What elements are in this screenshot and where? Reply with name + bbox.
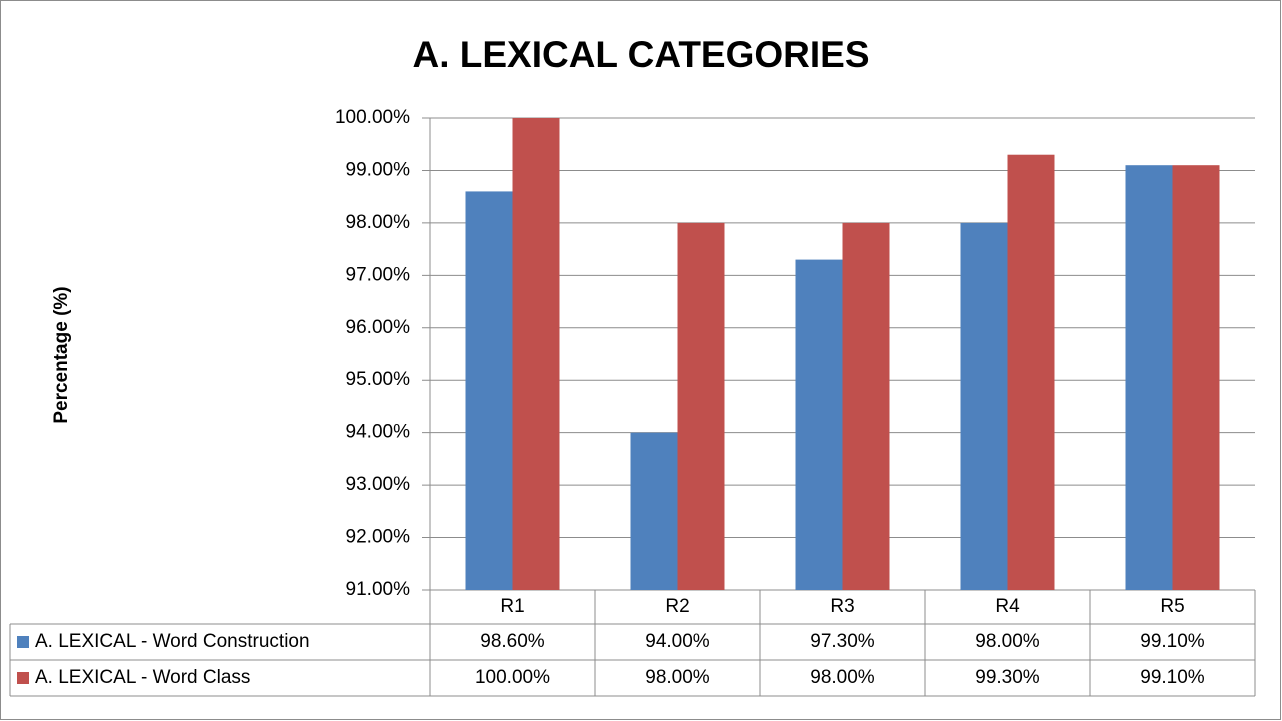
x-tick-label: R3 xyxy=(830,596,854,617)
table-value: 98.00% xyxy=(645,667,710,688)
bar xyxy=(1125,165,1173,590)
bar xyxy=(1172,165,1220,590)
table-value: 100.00% xyxy=(475,667,550,688)
y-tick-label: 91.00% xyxy=(346,579,411,600)
bar xyxy=(842,222,890,590)
table-value: 94.00% xyxy=(645,631,710,652)
y-tick-label: 99.00% xyxy=(346,159,411,180)
y-tick-label: 98.00% xyxy=(346,212,411,233)
legend-key xyxy=(17,636,29,648)
y-tick-label: 96.00% xyxy=(346,317,411,338)
legend-label: A. LEXICAL - Word Class xyxy=(35,667,250,688)
legend-key xyxy=(17,672,29,684)
chart-title: A. LEXICAL CATEGORIES xyxy=(412,34,869,75)
table-value: 97.30% xyxy=(810,631,875,652)
bar xyxy=(512,118,560,590)
x-tick-label: R2 xyxy=(665,596,689,617)
table-value: 99.30% xyxy=(975,667,1040,688)
y-tick-label: 93.00% xyxy=(346,474,411,495)
table-value: 98.00% xyxy=(975,631,1040,652)
bar xyxy=(465,191,513,590)
bar xyxy=(630,432,678,590)
bar xyxy=(1007,154,1055,590)
bar xyxy=(677,222,725,590)
x-tick-label: R4 xyxy=(995,596,1020,617)
table-value: 98.60% xyxy=(480,631,545,652)
table-value: 99.10% xyxy=(1140,667,1205,688)
y-tick-label: 100.00% xyxy=(335,107,410,128)
y-tick-label: 92.00% xyxy=(346,527,411,548)
x-tick-label: R1 xyxy=(500,596,524,617)
y-tick-label: 95.00% xyxy=(346,369,411,390)
y-axis-label: Percentage (%) xyxy=(51,286,72,423)
table-value: 99.10% xyxy=(1140,631,1205,652)
x-tick-label: R5 xyxy=(1160,596,1184,617)
bar xyxy=(960,222,1008,590)
y-tick-label: 97.00% xyxy=(346,264,411,285)
bar xyxy=(795,259,843,590)
y-tick-label: 94.00% xyxy=(346,422,411,443)
legend-label: A. LEXICAL - Word Construction xyxy=(35,631,310,652)
table-value: 98.00% xyxy=(810,667,875,688)
